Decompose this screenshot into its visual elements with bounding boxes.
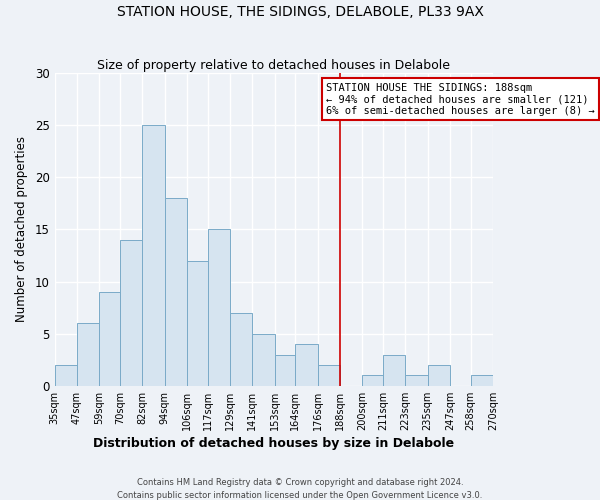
Bar bbox=[142, 126, 165, 386]
Bar bbox=[317, 365, 340, 386]
Bar bbox=[405, 376, 428, 386]
X-axis label: Distribution of detached houses by size in Delabole: Distribution of detached houses by size … bbox=[93, 437, 454, 450]
Bar bbox=[208, 230, 230, 386]
Y-axis label: Number of detached properties: Number of detached properties bbox=[15, 136, 28, 322]
Bar bbox=[253, 334, 275, 386]
Text: STATION HOUSE, THE SIDINGS, DELABOLE, PL33 9AX: STATION HOUSE, THE SIDINGS, DELABOLE, PL… bbox=[116, 5, 484, 19]
Text: STATION HOUSE THE SIDINGS: 188sqm
← 94% of detached houses are smaller (121)
6% : STATION HOUSE THE SIDINGS: 188sqm ← 94% … bbox=[326, 82, 595, 116]
Bar bbox=[428, 365, 450, 386]
Bar bbox=[362, 376, 383, 386]
Bar bbox=[120, 240, 142, 386]
Bar bbox=[470, 376, 493, 386]
Bar bbox=[383, 354, 405, 386]
Bar bbox=[77, 324, 100, 386]
Bar bbox=[165, 198, 187, 386]
Title: Size of property relative to detached houses in Delabole: Size of property relative to detached ho… bbox=[97, 59, 451, 72]
Bar bbox=[187, 261, 208, 386]
Text: Contains HM Land Registry data © Crown copyright and database right 2024.
Contai: Contains HM Land Registry data © Crown c… bbox=[118, 478, 482, 500]
Bar bbox=[295, 344, 317, 386]
Bar bbox=[230, 313, 253, 386]
Bar bbox=[100, 292, 120, 386]
Bar bbox=[55, 365, 77, 386]
Bar bbox=[275, 354, 295, 386]
